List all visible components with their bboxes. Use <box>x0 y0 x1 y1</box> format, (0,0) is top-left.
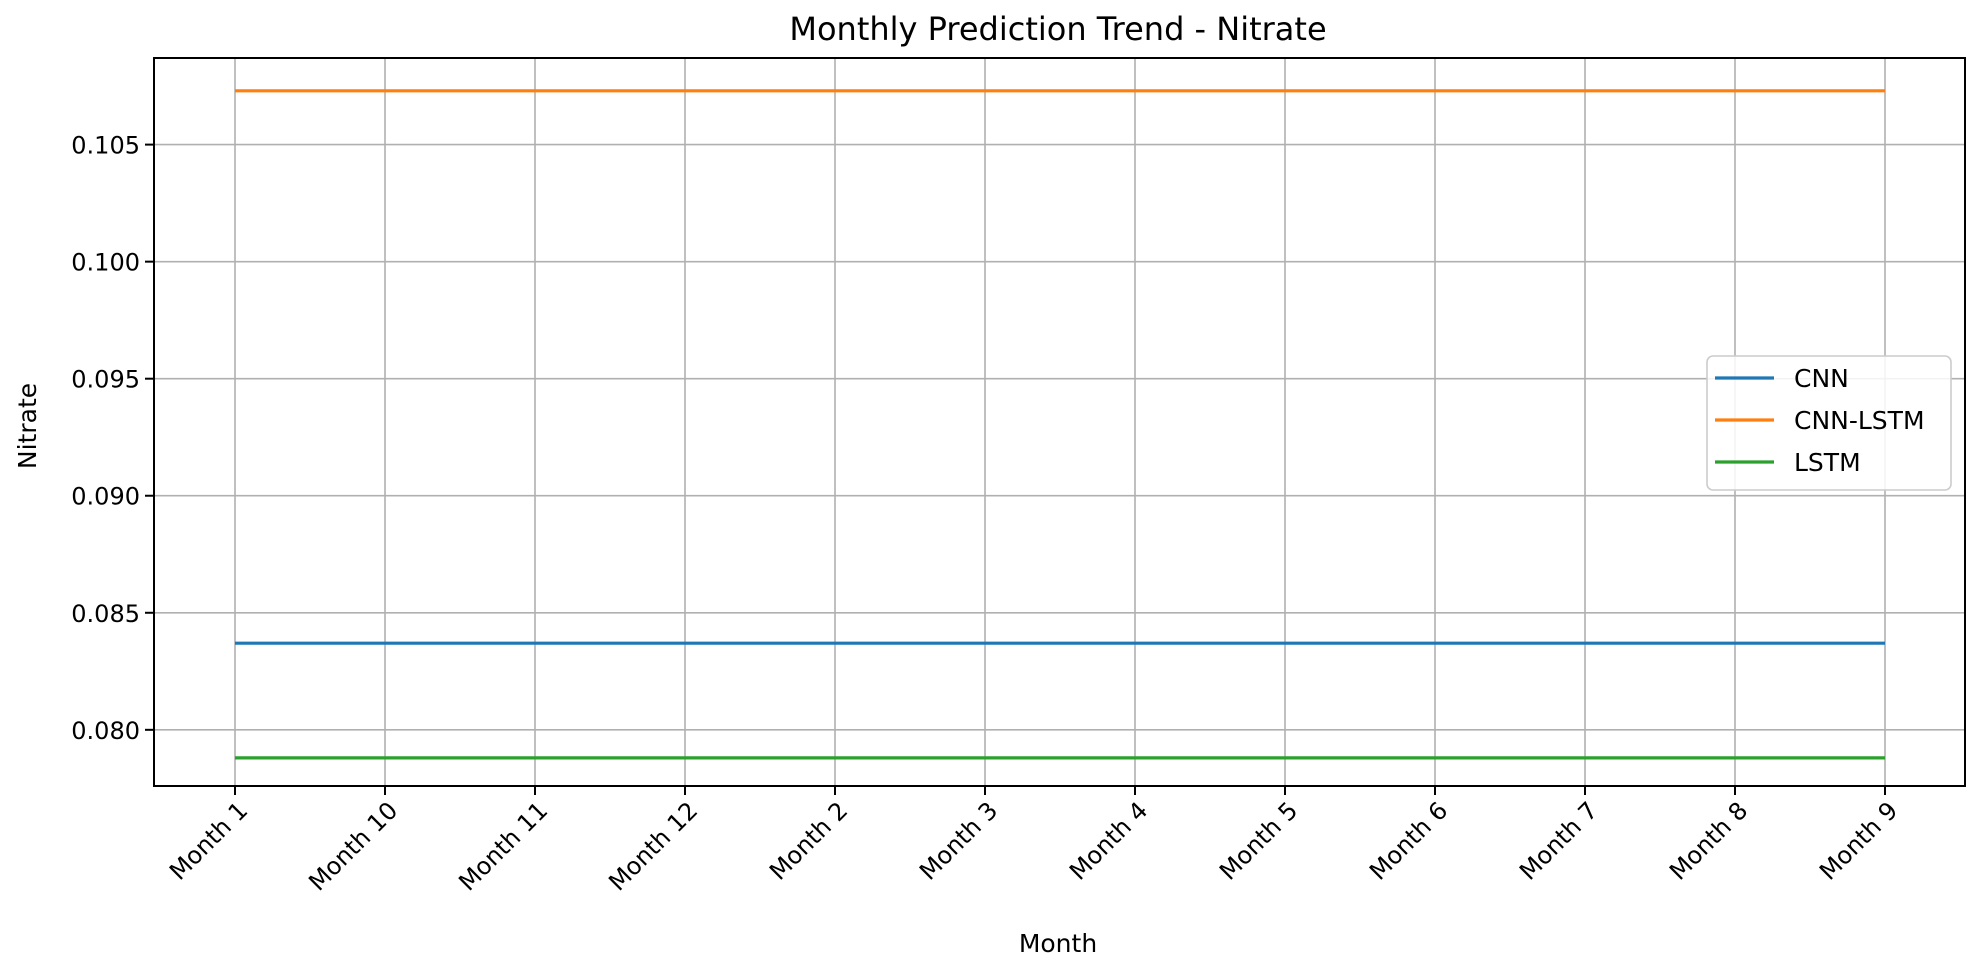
x-tick-label: Month 4 <box>1064 796 1153 885</box>
x-tick-label: Month 2 <box>764 796 853 885</box>
x-axis: Month 1 Month 10 Month 11 Month 12 Month 2 Mo… <box>164 786 1903 896</box>
y-tick-label: 0.095 <box>71 366 140 394</box>
legend-label: CNN-LSTM <box>1794 406 1925 435</box>
legend-label: LSTM <box>1794 448 1861 477</box>
x-tick-label: Month 8 <box>1664 796 1753 885</box>
legend-box <box>1706 355 1952 491</box>
legend: CNN CNN-LSTM LSTM <box>1706 355 1952 491</box>
x-tick-label: Month 10 <box>303 796 403 896</box>
y-axis: 0.080 0.085 0.090 0.095 0.100 0.105 <box>71 132 154 745</box>
y-tick-label: 0.080 <box>71 717 140 745</box>
x-tick-label: Month 7 <box>1514 796 1603 885</box>
legend-label: CNN <box>1794 364 1849 393</box>
grid-lines <box>154 58 1965 786</box>
y-axis-label: Nitrate <box>13 383 42 469</box>
x-tick-label: Month 11 <box>453 796 553 896</box>
x-tick-label: Month 12 <box>603 796 703 896</box>
series-lines <box>235 89 1885 760</box>
x-tick-label: Month 5 <box>1214 796 1303 885</box>
chart-title: Monthly Prediction Trend - Nitrate <box>789 10 1326 48</box>
y-tick-label: 0.090 <box>71 483 140 511</box>
y-tick-label: 0.085 <box>71 600 140 628</box>
x-tick-label: Month 9 <box>1814 796 1903 885</box>
x-tick-label: Month 3 <box>914 796 1003 885</box>
x-tick-label: Month 6 <box>1364 796 1453 885</box>
y-tick-label: 0.100 <box>71 249 140 277</box>
y-tick-label: 0.105 <box>71 132 140 160</box>
x-axis-label: Month <box>1019 929 1097 958</box>
x-tick-label: Month 1 <box>164 796 253 885</box>
plot-frame <box>153 57 1966 787</box>
